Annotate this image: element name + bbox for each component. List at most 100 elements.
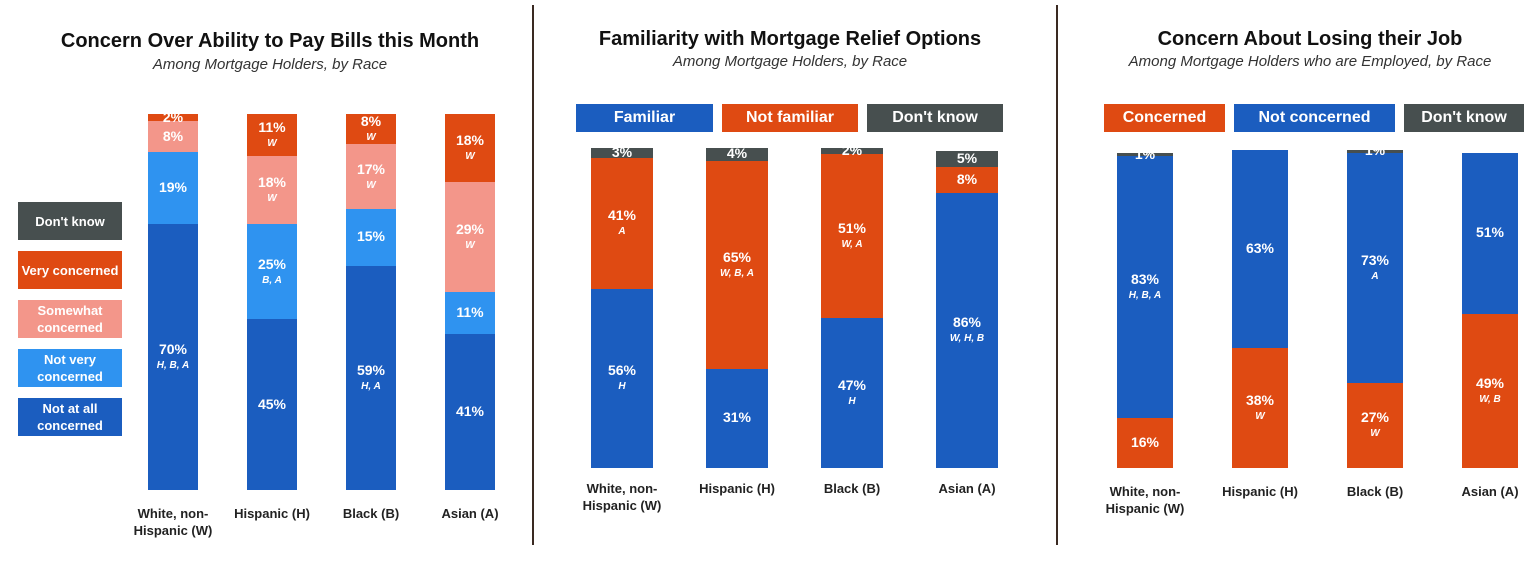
legend-item: Somewhat concerned — [18, 300, 122, 338]
bar-segment — [591, 148, 653, 158]
value-label: 25% — [257, 255, 287, 272]
value-label: 19% — [158, 178, 188, 195]
bar-segment — [445, 182, 495, 293]
bar-segment — [148, 121, 198, 152]
bar-segment — [445, 334, 495, 490]
legend-item: Don't know — [867, 104, 1003, 132]
bar-segment — [346, 144, 396, 209]
bar-segment — [936, 151, 998, 168]
value-label: 16% — [1130, 433, 1160, 450]
significance-label: H — [618, 381, 626, 393]
bar-segment — [821, 148, 883, 155]
value-label: 59% — [356, 361, 386, 378]
bar-segment — [591, 157, 653, 289]
legend-item: Don't know — [18, 202, 122, 240]
x-tick-label: Asian (A) — [1461, 484, 1519, 499]
value-label: 11% — [258, 118, 286, 135]
significance-label: W — [366, 132, 376, 143]
chart-subtitle: Among Mortgage Holders, by Race — [152, 56, 388, 73]
value-label: 70% — [158, 341, 188, 357]
significance-label: H, A — [361, 380, 381, 392]
value-label: 1% — [1134, 145, 1156, 162]
value-label: 38% — [1245, 392, 1275, 409]
x-tick-label: Asian (A) — [441, 506, 499, 521]
bar-segment — [706, 160, 768, 369]
value-label: 15% — [356, 228, 386, 245]
value-label: 1% — [1364, 142, 1386, 159]
x-tick-label: White, non-Hispanic (W) — [582, 481, 662, 513]
significance-label: W, A — [841, 239, 863, 250]
x-tick-label: Black (B) — [1346, 484, 1404, 499]
x-tick-label: White, non-Hispanic (W) — [1105, 484, 1185, 516]
value-label: 2% — [841, 142, 863, 159]
x-tick-label: Hispanic (H) — [234, 506, 310, 521]
value-label: 86% — [952, 314, 982, 331]
significance-label: W — [366, 179, 376, 191]
x-tick-label: Asian (A) — [938, 481, 996, 496]
legend-item: Not at all concerned — [18, 398, 122, 436]
legend-item: Not very concerned — [18, 349, 122, 387]
bar-segment — [148, 224, 198, 490]
divider — [1056, 5, 1058, 545]
significance-label: H — [848, 395, 856, 407]
bar-segment — [247, 113, 297, 156]
value-label: 49% — [1475, 374, 1505, 391]
bar-segment — [247, 155, 297, 224]
value-label: 47% — [837, 376, 867, 393]
bar-segment — [1117, 153, 1173, 157]
value-label: 41% — [455, 403, 485, 420]
legend-item: Concerned — [1104, 104, 1225, 132]
value-label: 11% — [456, 304, 484, 321]
bar-segment — [936, 167, 998, 193]
significance-label: W — [1255, 411, 1265, 423]
legend-item: Familiar — [576, 104, 713, 132]
bar-segment — [936, 192, 998, 468]
significance-label: H, B, A — [1128, 289, 1162, 301]
bar-segment — [1117, 417, 1173, 468]
bar-segment — [346, 265, 396, 490]
bar-segment — [148, 113, 198, 122]
chart-title: Familiarity with Mortgage Relief Options — [598, 28, 982, 50]
bar-segment — [1347, 153, 1403, 383]
significance-label: B, A — [262, 274, 282, 286]
value-label: 18% — [257, 173, 287, 190]
bar-segment — [1462, 313, 1518, 468]
significance-label: A — [618, 226, 626, 238]
value-label: 29% — [455, 221, 485, 238]
significance-label: W, H, B — [949, 333, 985, 345]
value-label: 56% — [607, 362, 637, 379]
bar-segment — [346, 208, 396, 266]
bar-segment — [247, 319, 297, 490]
bar-segment — [821, 317, 883, 468]
chart-title: Concern Over Ability to Pay Bills this M… — [60, 30, 480, 52]
value-label: 45% — [257, 395, 287, 412]
bar-segment — [1462, 153, 1518, 314]
significance-label: W, B, A — [720, 267, 754, 279]
value-label: 65% — [722, 248, 752, 265]
bar-segment — [591, 288, 653, 468]
value-label: 63% — [1245, 240, 1275, 257]
value-label: 31% — [722, 409, 752, 426]
significance-label: A — [1371, 270, 1379, 282]
legend-item: Not familiar — [722, 104, 858, 132]
value-label: 83% — [1130, 270, 1160, 287]
value-label: 18% — [455, 132, 485, 148]
value-label: 51% — [837, 220, 867, 236]
value-label: 8% — [162, 127, 184, 144]
bar-segment — [148, 151, 198, 224]
legend-item: Not concerned — [1234, 104, 1395, 132]
x-tick-label: Hispanic (H) — [1222, 484, 1298, 499]
value-label: 73% — [1360, 251, 1390, 268]
bar-segment — [1347, 149, 1403, 153]
significance-label: W, B — [1479, 393, 1501, 405]
x-tick-label: White, non-Hispanic (W) — [133, 506, 213, 538]
significance-label: W — [1370, 428, 1380, 440]
value-label: 2% — [162, 108, 184, 125]
x-tick-label: Black (B) — [823, 481, 881, 496]
bar-segment — [1347, 382, 1403, 468]
value-label: 41% — [607, 207, 637, 224]
legend-item: Very concerned — [18, 251, 122, 289]
divider — [532, 5, 534, 545]
chart-subtitle: Among Mortgage Holders who are Employed,… — [1128, 53, 1492, 70]
